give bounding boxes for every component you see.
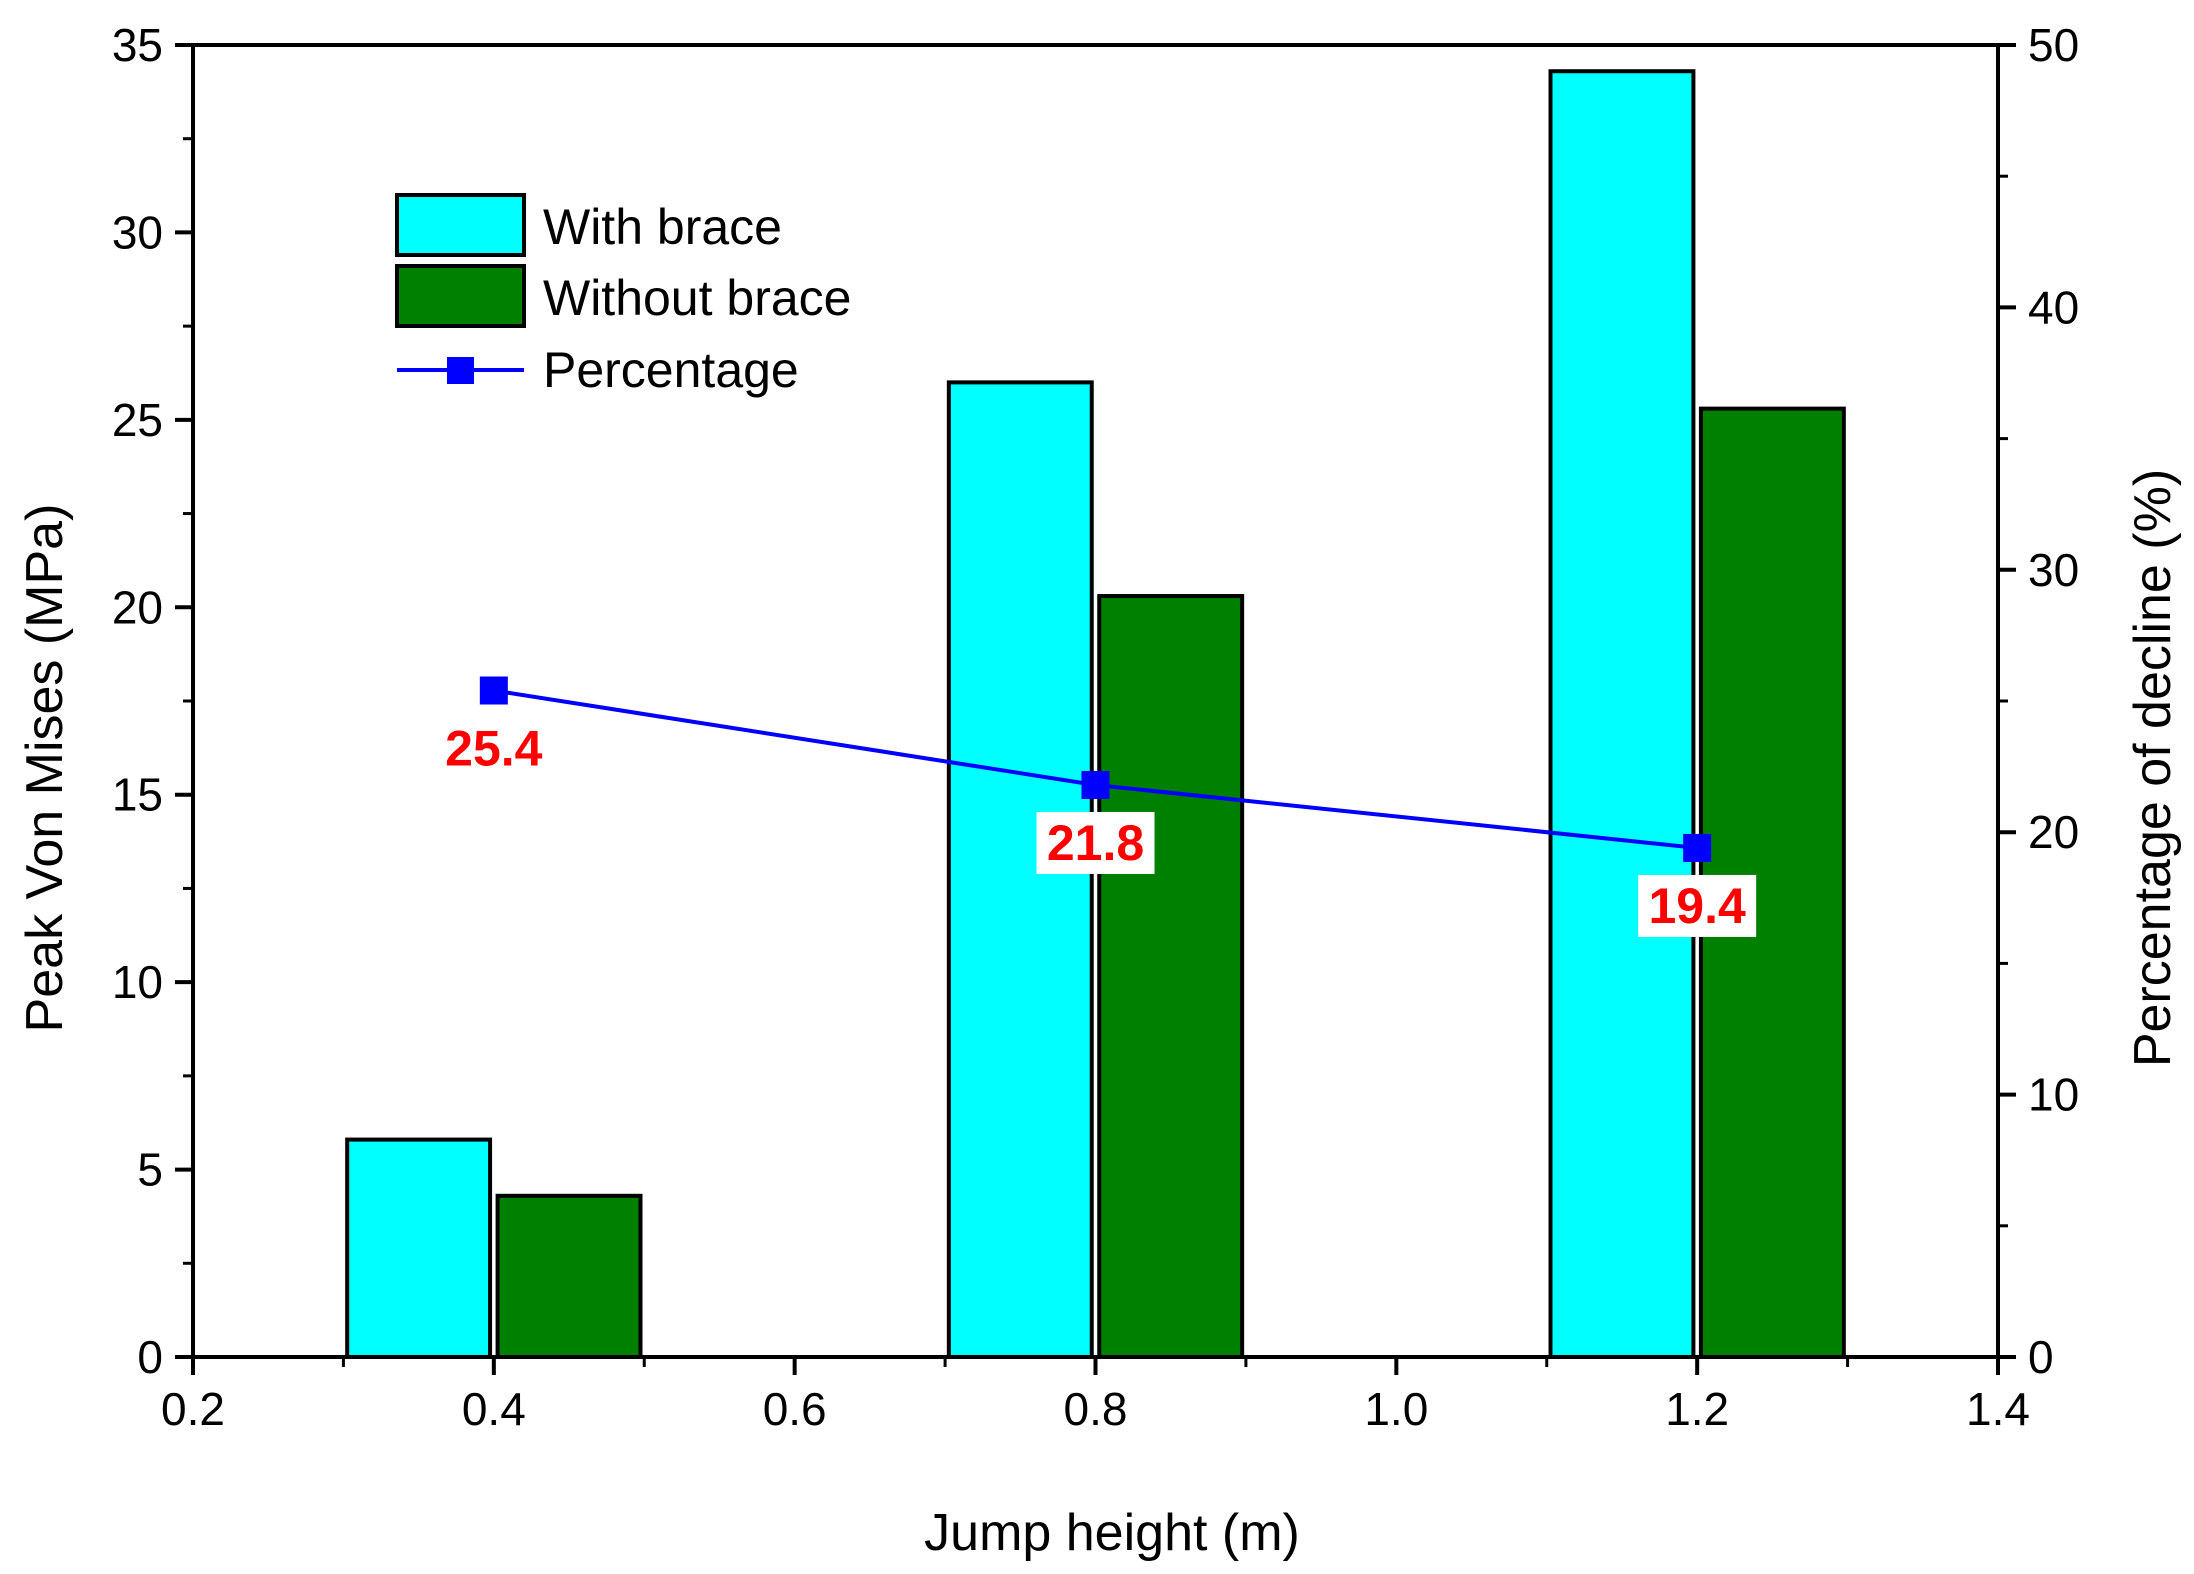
percentage-marker-0.4 bbox=[479, 676, 508, 705]
y-tick-label-30: 30 bbox=[112, 206, 163, 258]
legend-label-percentage: Percentage bbox=[543, 342, 799, 398]
y-tick-label-5: 5 bbox=[137, 1144, 163, 1196]
ticks-layer: 0.2 0.4 0.6 0.8 1.0 1.2 1.40510152025303501020… bbox=[112, 19, 2079, 1435]
y2-tick-label-10: 10 bbox=[2028, 1069, 2079, 1121]
y2-tick-label-30: 30 bbox=[2028, 544, 2079, 596]
legend-swatch-without-brace bbox=[395, 264, 526, 328]
y-axis-title: Peak Von Mises (MPa) bbox=[16, 504, 74, 1033]
legend-label-with-brace: With brace bbox=[543, 199, 782, 255]
y2-tick-label-40: 40 bbox=[2028, 281, 2079, 333]
legend-marker-percentage bbox=[447, 357, 474, 384]
labels-layer: 25.4 21.8 19.4 bbox=[434, 717, 1757, 937]
line-layer bbox=[479, 676, 1712, 862]
data-label-bg-1.2 bbox=[1638, 874, 1757, 937]
legend-swatch-with-brace bbox=[395, 193, 526, 257]
x-tick-label-0.6: 0.6 bbox=[763, 1383, 827, 1435]
bar-without-brace-0.8 bbox=[1097, 594, 1245, 1359]
y-tick-label-10: 10 bbox=[112, 956, 163, 1008]
x-tick-label-1.2: 1.2 bbox=[1665, 1383, 1729, 1435]
percentage-marker-1.2 bbox=[1683, 833, 1712, 862]
x-tick-label-0.8: 0.8 bbox=[1064, 1383, 1128, 1435]
x-axis-title: Jump height (m) bbox=[924, 1504, 1300, 1562]
y-tick-label-15: 15 bbox=[112, 769, 163, 821]
y2-tick-label-0: 0 bbox=[2028, 1331, 2054, 1383]
y-tick-label-20: 20 bbox=[112, 581, 163, 633]
percentage-marker-0.8 bbox=[1081, 770, 1110, 799]
x-tick-label-1.0: 1.0 bbox=[1364, 1383, 1428, 1435]
data-label-bg-0.8 bbox=[1036, 811, 1155, 874]
y2-axis-title: Percentage of decline (%) bbox=[2124, 469, 2182, 1067]
y-tick-label-35: 35 bbox=[112, 19, 163, 71]
bars-layer bbox=[345, 69, 1846, 1360]
data-label-0.8: 21.8 bbox=[1047, 815, 1144, 871]
data-label-1.2: 19.4 bbox=[1649, 878, 1747, 934]
y2-tick-label-50: 50 bbox=[2028, 19, 2079, 71]
x-tick-label-0.2: 0.2 bbox=[161, 1383, 225, 1435]
bar-with-brace-1.2 bbox=[1548, 69, 1696, 1360]
legend-label-without-brace: Without brace bbox=[543, 270, 851, 326]
bar-with-brace-0.4 bbox=[345, 1137, 493, 1360]
y2-tick-label-20: 20 bbox=[2028, 806, 2079, 858]
legend: With brace Without brace Percentage bbox=[395, 193, 851, 398]
y-tick-label-25: 25 bbox=[112, 394, 163, 446]
bar-without-brace-0.4 bbox=[495, 1193, 643, 1359]
data-label-0.4: 25.4 bbox=[445, 721, 543, 777]
x-tick-label-1.4: 1.4 bbox=[1966, 1383, 2030, 1435]
x-tick-label-0.4: 0.4 bbox=[462, 1383, 526, 1435]
y-tick-label-0: 0 bbox=[137, 1331, 163, 1383]
data-label-bg-0.4 bbox=[434, 717, 553, 780]
